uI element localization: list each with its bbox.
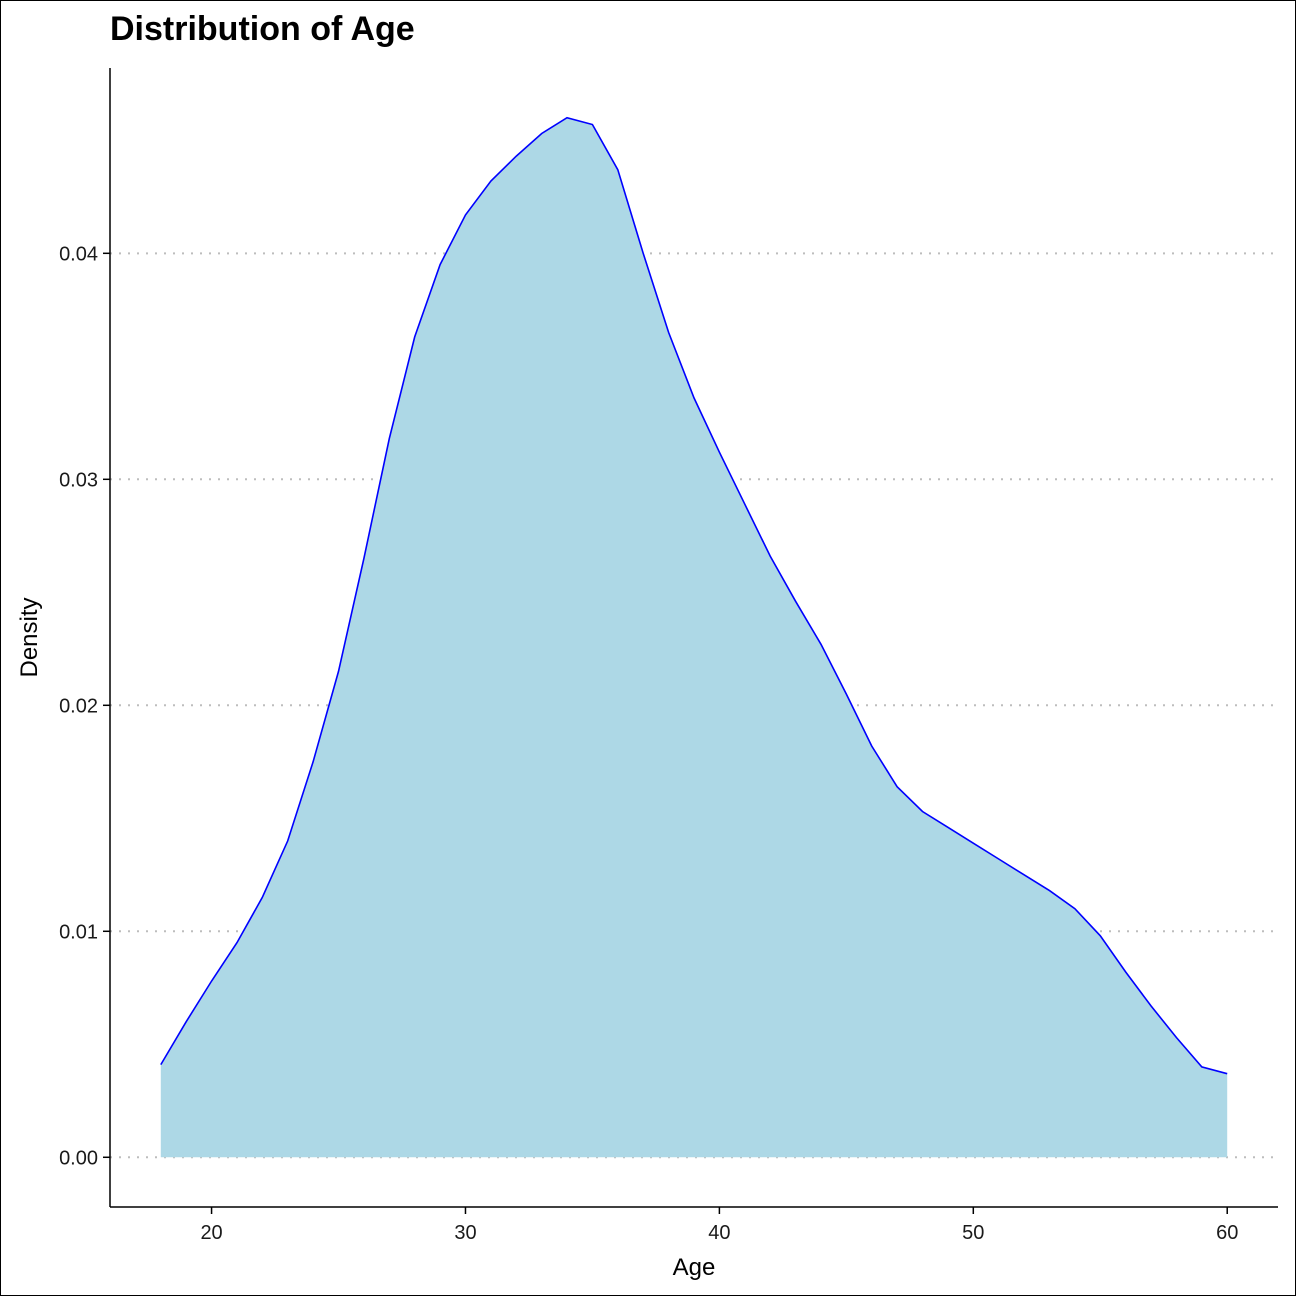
x-tick-label-60: 60 bbox=[1216, 1222, 1238, 1244]
x-tick-label-40: 40 bbox=[708, 1222, 730, 1244]
y-axis-title: Density bbox=[16, 597, 43, 677]
chart-title: Distribution of Age bbox=[110, 10, 415, 48]
density-line bbox=[160, 116, 1228, 1075]
y-tick-label-0.02: 0.02 bbox=[59, 695, 98, 717]
x-tick-label-50: 50 bbox=[962, 1222, 984, 1244]
y-tick-label-0.03: 0.03 bbox=[59, 469, 98, 491]
density-area bbox=[160, 117, 1228, 1158]
ticks-layer: 20 30 40 50 60 0.00 0.01 0.02 0.03 0.04 bbox=[59, 243, 1238, 1244]
y-tick-label-0.01: 0.01 bbox=[59, 921, 98, 943]
y-tick-label-0.00: 0.00 bbox=[59, 1147, 98, 1169]
x-axis-title: Age bbox=[673, 1254, 716, 1281]
y-tick-label-0.04: 0.04 bbox=[59, 243, 98, 265]
x-tick-label-20: 20 bbox=[200, 1222, 222, 1244]
x-tick-label-30: 30 bbox=[454, 1222, 476, 1244]
